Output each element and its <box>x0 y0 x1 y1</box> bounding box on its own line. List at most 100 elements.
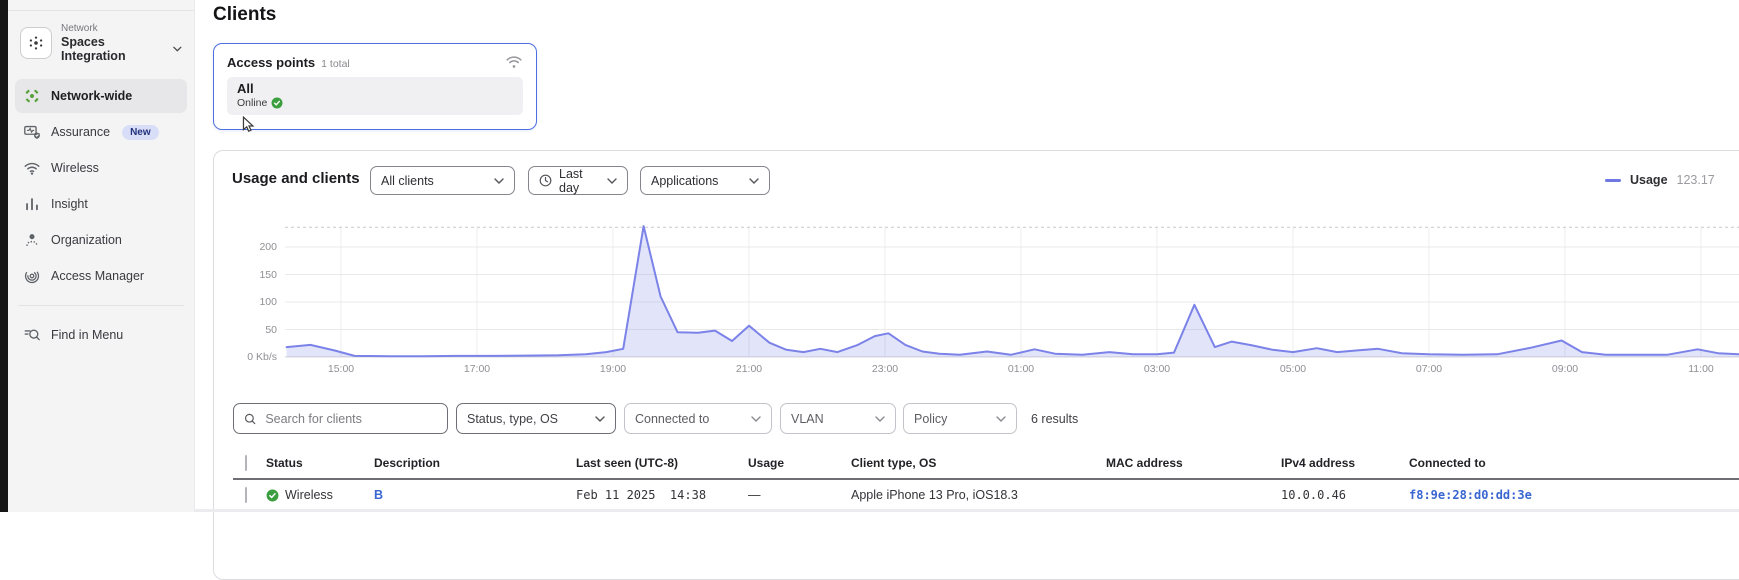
table-row[interactable]: Wireless B Feb 11 2025 14:38 — Apple iPh… <box>233 480 1739 511</box>
applications-dropdown[interactable]: Applications <box>640 166 770 195</box>
find-in-menu-icon <box>23 326 41 344</box>
column-header-usage[interactable]: Usage <box>748 456 785 470</box>
new-badge: New <box>122 124 159 140</box>
y-tick-label: 0 Kb/s <box>247 351 277 363</box>
dropdown-label: Policy <box>914 411 948 426</box>
sidebar-item-assurance[interactable]: Assurance New <box>15 115 187 149</box>
clients-table: Status Description Last seen (UTC-8) Usa… <box>233 448 1739 511</box>
legend-series-name: Usage <box>1630 173 1668 187</box>
sidebar-item-label: Insight <box>51 197 88 212</box>
chart-legend: Usage 123.17 <box>1605 173 1715 187</box>
fingerprint-icon <box>23 267 41 285</box>
x-tick-label: 21:00 <box>735 363 763 375</box>
group-name: All <box>237 81 254 96</box>
wifi-icon <box>505 55 523 75</box>
dropdown-value: All clients <box>381 173 434 188</box>
x-tick-label: 17:00 <box>463 363 491 375</box>
bar-chart-icon <box>23 195 41 213</box>
select-all-checkbox[interactable] <box>245 455 247 471</box>
column-header-client-type[interactable]: Client type, OS <box>851 456 937 470</box>
y-tick-label: 150 <box>259 268 277 281</box>
client-type-os: Apple iPhone 13 Pro, iOS18.3 <box>851 488 1018 502</box>
x-tick-label: 11:00 <box>1688 363 1714 375</box>
network-label: Network <box>61 23 98 34</box>
clock-icon <box>539 174 552 187</box>
access-points-title: Access points <box>227 55 316 70</box>
dropdown-value: Last day <box>559 166 583 195</box>
sidebar-item-wireless[interactable]: Wireless <box>15 151 187 185</box>
window-edge <box>0 0 8 512</box>
connected-to-dropdown[interactable]: Connected to <box>624 403 772 434</box>
x-tick-label: 05:00 <box>1279 363 1307 375</box>
access-points-group-row[interactable]: All Online <box>227 77 523 115</box>
y-tick-label: 200 <box>259 241 277 253</box>
row-checkbox[interactable] <box>245 487 247 503</box>
column-header-ipv4[interactable]: IPv4 address <box>1281 456 1356 470</box>
sidebar-item-label: Wireless <box>51 161 99 176</box>
column-header-status[interactable]: Status <box>266 456 303 470</box>
client-status: Wireless <box>285 488 333 502</box>
sidebar-divider <box>18 305 184 307</box>
sidebar-item-organization[interactable]: Organization <box>15 223 187 257</box>
sidebar-item-access-manager[interactable]: Access Manager <box>15 259 187 293</box>
organization-icon <box>23 231 41 249</box>
dropdown-label: VLAN <box>791 411 824 426</box>
sidebar-item-network-wide[interactable]: Network-wide <box>15 79 187 114</box>
sidebar-item-label: Find in Menu <box>51 328 124 343</box>
policy-dropdown[interactable]: Policy <box>903 403 1017 434</box>
time-range-dropdown[interactable]: Last day <box>528 166 628 195</box>
client-description-link[interactable]: B <box>374 488 384 502</box>
y-tick-label: 100 <box>259 296 277 308</box>
column-header-description[interactable]: Description <box>374 456 441 470</box>
network-name: Spaces Integration <box>61 34 126 63</box>
x-tick-label: 15:00 <box>327 363 355 375</box>
search-input[interactable] <box>263 410 437 427</box>
status-type-os-dropdown[interactable]: Status, type, OS <box>456 403 616 434</box>
x-tick-label: 09:00 <box>1551 363 1579 375</box>
network-wide-icon <box>23 87 41 105</box>
chevron-down-icon <box>173 46 182 52</box>
page-title: Clients <box>213 4 277 25</box>
sidebar-item-label: Access Manager <box>51 269 145 284</box>
usage-area-chart <box>285 225 1739 358</box>
dropdown-label: Connected to <box>635 411 710 426</box>
column-header-mac[interactable]: MAC address <box>1106 456 1183 470</box>
dropdown-label: Status, type, OS <box>467 411 559 426</box>
sidebar-nav: Network-wide Assurance New <box>8 79 194 352</box>
sidebar-item-insight[interactable]: Insight <box>15 187 187 221</box>
client-ipv4: 10.0.0.46 <box>1281 488 1347 502</box>
chevron-down-icon <box>494 177 504 184</box>
network-selector[interactable]: Network Spaces Integration <box>8 11 194 73</box>
wifi-icon <box>23 159 41 177</box>
table-header-row: Status Description Last seen (UTC-8) Usa… <box>233 448 1739 480</box>
sidebar-item-label: Assurance <box>51 125 111 140</box>
access-points-total: 1 total <box>321 58 350 70</box>
sidebar-item-find-in-menu[interactable]: Find in Menu <box>15 318 187 352</box>
sidebar-item-label: Network-wide <box>51 89 133 104</box>
x-tick-label: 07:00 <box>1415 363 1443 375</box>
x-tick-label: 01:00 <box>1007 363 1035 375</box>
assurance-icon <box>23 123 41 141</box>
online-status: Online <box>237 97 268 109</box>
chevron-down-icon <box>607 177 617 184</box>
status-online-icon <box>266 489 279 501</box>
chevron-down-icon <box>751 415 761 422</box>
sidebar-top-divider <box>8 10 194 11</box>
results-count: 6 results <box>1031 412 1079 426</box>
connected-to-link[interactable]: f8:9e:28:d0:dd:3e <box>1409 488 1532 502</box>
client-search <box>233 403 448 434</box>
legend-series-value: 123.17 <box>1676 173 1715 187</box>
vlan-dropdown[interactable]: VLAN <box>780 403 896 434</box>
sidebar-item-label: Organization <box>51 233 122 248</box>
dropdown-value: Applications <box>651 173 719 188</box>
mouse-cursor <box>241 115 255 138</box>
x-tick-label: 03:00 <box>1143 363 1171 375</box>
clients-scope-dropdown[interactable]: All clients <box>370 166 515 195</box>
sidebar: Network Spaces Integration Network-wide <box>8 0 195 512</box>
client-usage: — <box>748 488 761 502</box>
column-header-connected-to[interactable]: Connected to <box>1409 456 1486 470</box>
access-points-card[interactable]: Access points 1 total All Online <box>213 43 537 133</box>
chevron-down-icon <box>749 177 759 184</box>
column-header-last-seen[interactable]: Last seen (UTC-8) <box>576 456 679 470</box>
